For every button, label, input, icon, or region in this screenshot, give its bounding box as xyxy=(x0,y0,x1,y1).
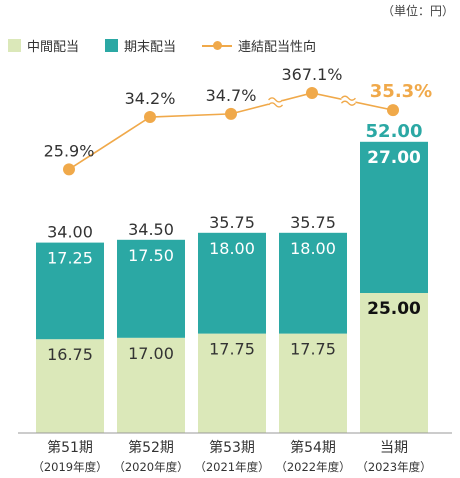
bar-yearend-1 xyxy=(36,242,104,340)
x-tick-label-5: 当期 xyxy=(380,440,408,456)
label-total-3: 35.75 xyxy=(209,213,255,232)
x-tick-sublabel-5: （2023年度） xyxy=(356,460,431,474)
legend-label-interim: 中間配当 xyxy=(27,40,80,55)
x-tick-sublabel-1: （2019年度） xyxy=(32,460,107,474)
label-total-5: 52.00 xyxy=(366,121,423,142)
bar-interim-5 xyxy=(360,293,428,433)
label-interim-4: 17.75 xyxy=(290,340,336,359)
x-tick-label-2: 第52期 xyxy=(128,439,174,456)
bars-layer xyxy=(36,141,428,433)
legend-item-yearend: 期末配当 xyxy=(105,36,176,55)
payout-label-4: 367.1% xyxy=(281,65,342,84)
unit-label: （単位：円） xyxy=(381,4,454,18)
axis-break-mark-2 xyxy=(340,94,356,107)
bar-interim-1 xyxy=(36,339,104,433)
payout-label-3: 34.7% xyxy=(206,86,257,105)
bar-yearend-5 xyxy=(360,141,428,293)
label-interim-2: 17.00 xyxy=(128,344,174,363)
bar-yearend-2 xyxy=(117,239,185,338)
bar-interim-3 xyxy=(198,333,266,433)
x-tick-label-3: 第53期 xyxy=(209,439,255,456)
x-tick-label-1: 第51期 xyxy=(47,439,93,456)
axis-break-mark-1 xyxy=(268,96,284,109)
legend-swatch-yearend xyxy=(105,39,119,52)
legend-item-payout: 連結配当性向 xyxy=(202,36,316,55)
label-yearend-5: 27.00 xyxy=(367,148,421,168)
label-interim-1: 16.75 xyxy=(47,345,93,364)
legend: 中間配当 期末配当 連結配当性向 xyxy=(8,36,342,55)
legend-swatch-interim xyxy=(8,39,21,52)
labels-layer: 16.75 17.25 34.00 第51期 （2019年度） 17.00 17.50 34.… xyxy=(32,65,432,474)
x-tick-sublabel-3: （2021年度） xyxy=(194,460,269,474)
label-yearend-2: 17.50 xyxy=(128,246,174,265)
payout-point-1 xyxy=(63,163,75,176)
legend-label-payout: 連結配当性向 xyxy=(238,40,317,55)
payout-line-layer xyxy=(63,87,399,176)
bar-interim-2 xyxy=(117,337,185,433)
label-interim-3: 17.75 xyxy=(209,340,255,359)
x-tick-label-4: 第54期 xyxy=(290,439,336,456)
payout-point-2 xyxy=(144,111,156,124)
bar-yearend-4 xyxy=(279,232,347,334)
legend-label-yearend: 期末配当 xyxy=(124,40,177,55)
payout-label-5: 35.3% xyxy=(370,81,432,102)
x-tick-sublabel-4: （2022年度） xyxy=(275,460,350,474)
payout-point-4 xyxy=(306,87,318,99)
label-yearend-3: 18.00 xyxy=(209,239,255,258)
label-total-2: 34.50 xyxy=(128,220,174,239)
label-interim-5: 25.00 xyxy=(367,299,421,319)
payout-label-1: 25.9% xyxy=(44,141,95,160)
payout-label-2: 34.2% xyxy=(125,89,176,108)
bar-yearend-3 xyxy=(198,232,266,334)
x-tick-sublabel-2: （2020年度） xyxy=(113,460,188,474)
label-yearend-4: 18.00 xyxy=(290,239,336,258)
payout-point-3 xyxy=(225,107,237,120)
label-total-4: 35.75 xyxy=(290,213,336,232)
label-total-1: 34.00 xyxy=(47,223,93,242)
payout-point-5 xyxy=(387,104,399,117)
label-yearend-1: 17.25 xyxy=(47,249,93,268)
legend-swatch-payout xyxy=(202,39,233,52)
bar-interim-4 xyxy=(279,333,347,433)
legend-item-interim: 中間配当 xyxy=(8,36,79,55)
